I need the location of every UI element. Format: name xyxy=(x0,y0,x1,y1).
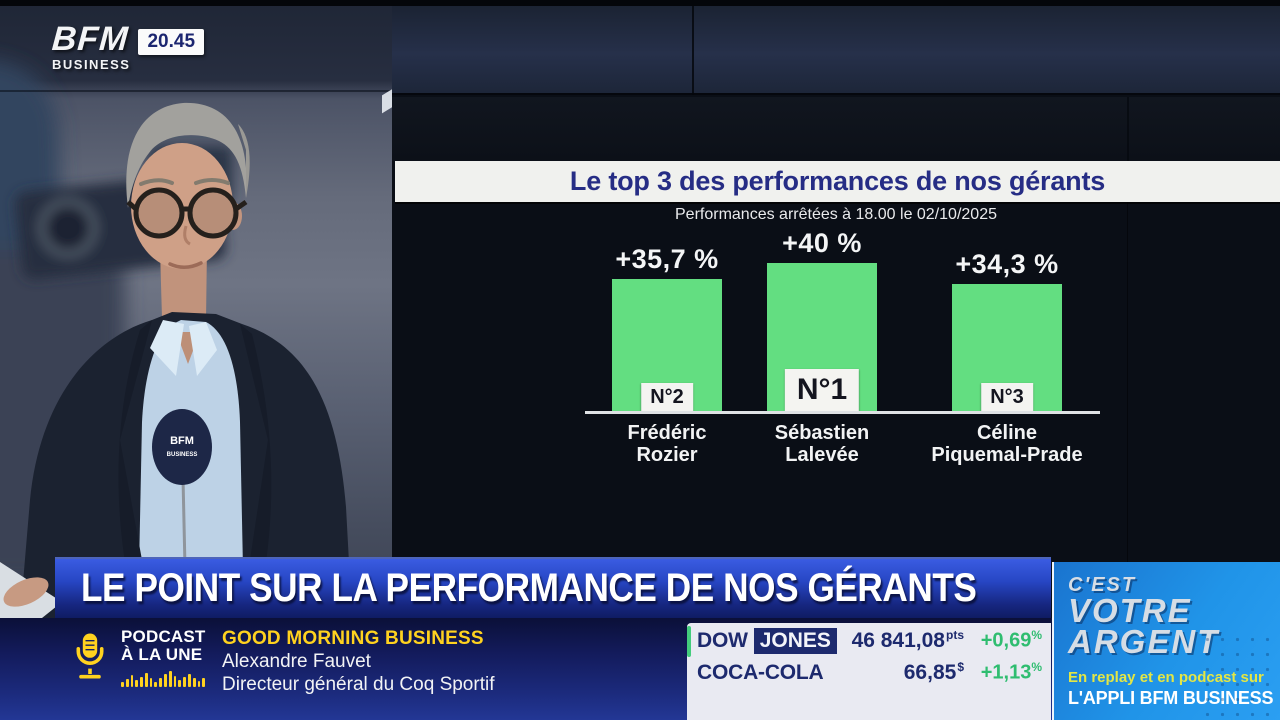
index-unit: pts xyxy=(946,628,964,642)
lower-third-banner: LE POINT SUR LA PERFORMANCE DE NOS GÉRAN… xyxy=(55,557,1051,618)
podcast-kicker-line1: PODCAST xyxy=(121,627,206,646)
bar-group: +40 % N°1 Sébastien Lalevée xyxy=(767,228,877,466)
stock-change: +1,13% xyxy=(980,660,1042,684)
bar-category-label: Céline Piquemal-Prade xyxy=(931,422,1083,466)
hand-and-paper xyxy=(0,562,62,618)
stock-name: COCA-COLA xyxy=(697,661,824,684)
rank-badge: N°1 xyxy=(784,369,860,411)
rank-badge: N°3 xyxy=(981,383,1033,411)
bar-category-label: Frédéric Rozier xyxy=(627,422,707,466)
bar-group: +34,3 % N°3 Céline Piquemal-Prade xyxy=(931,249,1082,466)
index-change: +0,69% xyxy=(980,628,1042,652)
set-panel-top xyxy=(392,6,1280,95)
rank-badge: N°2 xyxy=(641,383,693,411)
studio-wall-seam xyxy=(0,90,392,92)
mic-flag-subtext: BUSINESS xyxy=(167,452,198,458)
index-name-boxed: JONES xyxy=(753,628,837,654)
chart-baseline xyxy=(585,411,1100,414)
podcast-microphone-icon xyxy=(76,633,104,679)
presenter-illustration: BFM BUSINESS xyxy=(0,61,352,618)
panel-seam xyxy=(1127,97,1129,161)
chart-title-strip: Le top 3 des performances de nos gérants xyxy=(395,161,1280,202)
podcast-guest-role: Directeur général du Coq Sportif xyxy=(222,674,495,695)
podcast-kicker-line2: À LA UNE xyxy=(121,645,203,664)
panel-seam xyxy=(692,6,694,95)
panel-seam xyxy=(1127,202,1128,618)
graphics-panel: Le top 3 des performances de nos gérants… xyxy=(392,0,1280,618)
bar-value-label: +34,3 % xyxy=(955,249,1059,279)
podcast-show-title: GOOD MORNING BUSINESS xyxy=(222,628,484,649)
promo-replay-text: En replay et en podcast sur xyxy=(1068,669,1264,686)
bfm-logo: BFM xyxy=(50,20,130,58)
chart-subtitle: Performances arrêtées à 18.00 le 02/10/2… xyxy=(675,206,997,223)
promo-app-text: L'APPLI BFM BUSINESS xyxy=(1068,688,1274,708)
podcast-promo: PODCAST À LA UNE GOOD MORNING BUSINESS A… xyxy=(72,628,494,696)
index-value: 46 841,08pts xyxy=(851,628,964,652)
index-name: DOW xyxy=(697,629,748,652)
bar-group: +35,7 % N°2 Frédéric Rozier xyxy=(612,244,722,466)
ticker-row-dow: DOW JONES 46 841,08pts +0,69% xyxy=(697,628,1042,654)
banner-headline: LE POINT SUR LA PERFORMANCE DE NOS GÉRAN… xyxy=(81,566,977,610)
channel-logo: BFM BUSINESS 20.45 xyxy=(50,20,205,72)
bar-value-label: +40 % xyxy=(782,228,862,258)
promo-title-line2: VOTRE xyxy=(1068,592,1192,629)
stock-change-unit: % xyxy=(1031,660,1042,675)
stock-unit: $ xyxy=(957,660,964,674)
podcast-kicker: PODCAST À LA UNE xyxy=(121,628,207,696)
bar-value-label: +35,7 % xyxy=(615,244,719,274)
clock-badge: 20.45 xyxy=(138,29,205,55)
podcast-guest-name: Alexandre Fauvet xyxy=(222,651,371,672)
promo-title-line1: C'EST xyxy=(1068,574,1137,596)
podcast-details: GOOD MORNING BUSINESS Alexandre Fauvet D… xyxy=(222,628,494,696)
bar-category-label: Sébastien Lalevée xyxy=(774,422,870,466)
bfm-logo-business: BUSINESS xyxy=(52,57,131,72)
waveform-icon xyxy=(121,669,207,687)
set-panel-mid xyxy=(392,97,1280,161)
studio-video: BFM BUSINESS xyxy=(0,0,392,618)
market-ticker: DOW JONES 46 841,08pts +0,69% COCA-COLA … xyxy=(687,623,1051,720)
glasses xyxy=(126,187,248,239)
chart-title: Le top 3 des performances de nos gérants xyxy=(569,166,1106,196)
ticker-accent-bar xyxy=(687,626,691,657)
promo-title-line3: ARGENT xyxy=(1068,623,1220,660)
top-black-bar xyxy=(0,0,1280,6)
ticker-row-stock: COCA-COLA 66,85$ +1,13% xyxy=(697,660,1042,685)
show-promo-panel: C'EST VOTRE ARGENT En replay et en podca… xyxy=(1052,562,1280,720)
stock-value: 66,85$ xyxy=(903,660,964,684)
mic-flag-text: BFM xyxy=(170,435,194,447)
index-change-unit: % xyxy=(1031,628,1042,643)
